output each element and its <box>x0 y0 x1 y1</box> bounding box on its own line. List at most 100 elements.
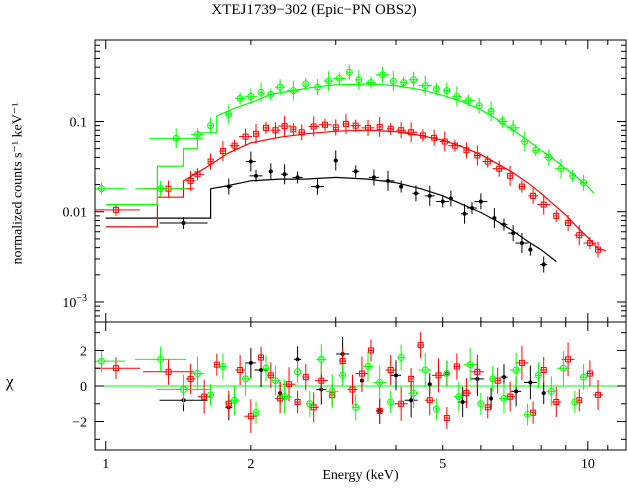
data-point-circle <box>306 400 314 408</box>
data-point-circle <box>314 83 322 91</box>
data-point-circle <box>335 74 343 82</box>
data-point-square <box>349 386 356 393</box>
data-point-square <box>367 347 374 354</box>
data-point-square <box>398 400 405 407</box>
data-point-square <box>231 142 238 149</box>
data-point-circle <box>453 92 461 100</box>
spectrum-panel: 10−3 0.01 0.1 <box>62 39 627 323</box>
data-point-circle <box>252 409 260 417</box>
data-point-circle <box>272 377 280 385</box>
data-point-circle <box>477 400 485 408</box>
data-point-circle <box>345 68 353 76</box>
residual-axis-label: χ <box>6 372 14 391</box>
data-point-circle <box>367 79 375 87</box>
data-point-square <box>272 127 279 134</box>
data-point-dot <box>460 400 465 404</box>
model-line-2 <box>105 83 595 206</box>
data-point-square <box>586 370 593 377</box>
data-point-square <box>553 399 560 405</box>
data-point-circle <box>521 138 529 146</box>
data-point-circle <box>180 386 188 394</box>
y-tick-label: 0.1 <box>70 115 88 130</box>
data-point-circle <box>364 362 372 370</box>
data-point-circle <box>524 410 532 418</box>
data-point-dot <box>519 241 524 246</box>
data-point-circle <box>276 83 284 91</box>
data-point-circle <box>475 102 483 110</box>
data-point-circle <box>257 88 265 96</box>
data-point-circle <box>509 124 517 132</box>
data-point-dot <box>315 184 320 189</box>
data-point-circle <box>157 355 165 363</box>
data-point-square <box>213 361 220 368</box>
data-point-square <box>247 413 254 420</box>
data-point-dot <box>501 222 506 227</box>
data-point-square <box>496 165 503 172</box>
data-point-circle <box>352 403 360 411</box>
data-point-circle <box>193 370 201 378</box>
data-point-circle <box>432 405 440 413</box>
plot-area <box>95 64 607 273</box>
data-point-dot <box>333 158 338 163</box>
x-tick-label: 5 <box>439 457 446 472</box>
data-point-square <box>565 356 572 363</box>
data-point-square <box>553 212 560 219</box>
data-point-square <box>463 390 470 397</box>
data-point-dot <box>511 231 516 236</box>
data-point-circle <box>242 375 250 383</box>
plot-area <box>95 332 626 434</box>
data-point-square <box>484 404 491 411</box>
data-point-square <box>352 122 359 129</box>
data-point-circle <box>207 391 215 399</box>
data-point-circle <box>157 185 165 193</box>
model-line-0 <box>105 176 557 263</box>
data-point-square <box>302 374 309 381</box>
data-point-square <box>322 121 329 128</box>
x-tick-label: 2 <box>247 457 254 472</box>
data-point-circle <box>547 387 555 395</box>
data-point-square <box>474 152 481 159</box>
data-point-circle <box>355 76 363 84</box>
data-point-dot <box>259 368 264 372</box>
data-point-square <box>112 365 119 372</box>
data-point-dot <box>478 199 483 204</box>
data-point-square <box>530 192 537 199</box>
model-line-1 <box>105 129 607 252</box>
data-point-circle <box>559 364 567 372</box>
data-point-dot <box>489 396 494 401</box>
data-point-square <box>242 133 249 140</box>
data-point-circle <box>231 396 239 404</box>
data-point-square <box>194 171 201 178</box>
data-point-square <box>576 397 583 404</box>
data-point-square <box>507 172 514 179</box>
data-point-circle <box>289 87 297 95</box>
data-point-circle <box>262 364 270 372</box>
data-point-dot <box>492 216 497 221</box>
data-point-circle <box>487 107 495 115</box>
data-point-square <box>518 359 525 366</box>
data-point-circle <box>443 370 451 378</box>
data-point-square <box>342 120 349 127</box>
data-point-circle <box>500 394 508 402</box>
data-point-square <box>201 393 208 400</box>
data-point-dot <box>541 262 546 267</box>
data-point-square <box>435 372 442 379</box>
x-tick-label: 10 <box>581 457 595 472</box>
data-point-circle <box>317 355 325 363</box>
data-point-circle <box>281 393 289 401</box>
data-point-square <box>263 124 270 131</box>
data-point-square <box>451 142 458 149</box>
data-point-dot <box>371 175 376 180</box>
data-point-dot <box>254 173 259 178</box>
data-point-square <box>253 130 260 137</box>
data-point-dot <box>501 375 506 380</box>
data-point-dot <box>448 196 453 201</box>
data-point-square <box>112 206 119 213</box>
data-point-square <box>540 201 547 208</box>
data-point-square <box>318 377 325 384</box>
data-point-square <box>237 367 244 373</box>
y-tick-label: 0 <box>80 380 87 395</box>
data-point-circle <box>498 117 506 125</box>
data-point-square <box>310 404 317 411</box>
data-point-circle <box>569 172 577 180</box>
